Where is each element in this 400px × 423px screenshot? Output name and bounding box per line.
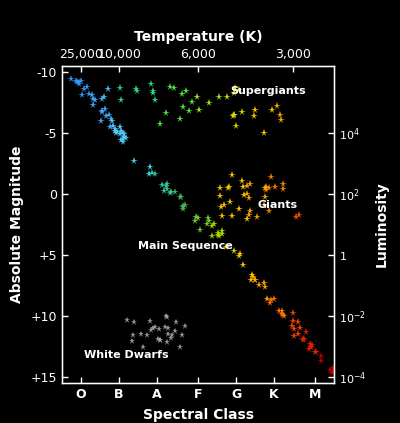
Y-axis label: Absolute Magnitude: Absolute Magnitude (10, 146, 24, 303)
Y-axis label: Luminosity: Luminosity (374, 181, 388, 267)
Text: Main Sequence: Main Sequence (138, 241, 233, 250)
X-axis label: Spectral Class: Spectral Class (142, 408, 254, 422)
Text: White Dwarfs: White Dwarfs (84, 350, 168, 360)
X-axis label: Temperature (K): Temperature (K) (134, 30, 262, 44)
Text: Supergiants: Supergiants (231, 85, 306, 96)
Text: Giants: Giants (258, 201, 298, 210)
